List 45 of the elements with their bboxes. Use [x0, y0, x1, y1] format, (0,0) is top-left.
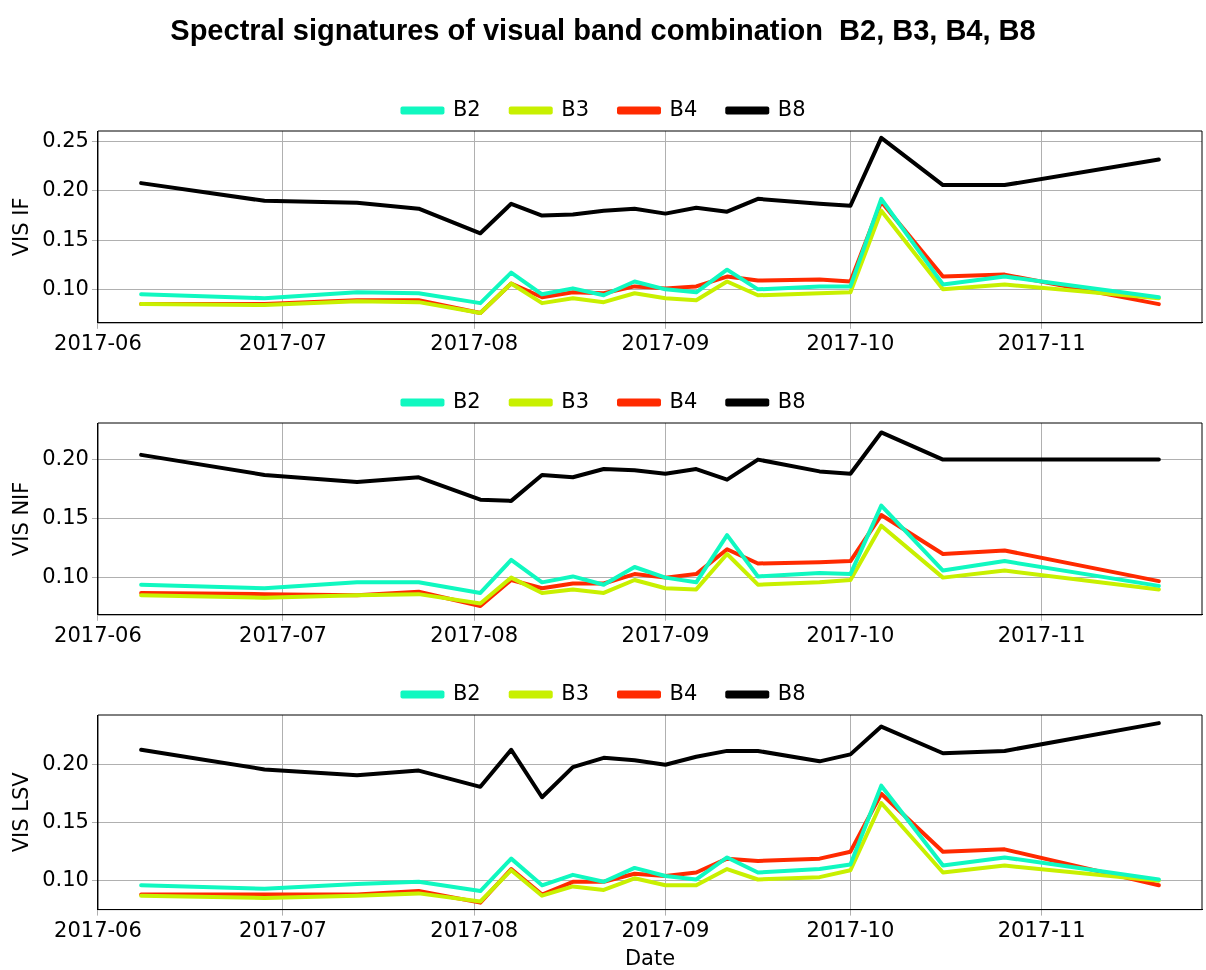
x-tick-label: 2017-10	[806, 330, 895, 355]
y-tick-label: 0.10	[42, 275, 89, 300]
y-tick-label: 0.15	[42, 505, 89, 530]
y-tick-label: 0.20	[42, 446, 89, 471]
chart-title: Spectral signatures of visual band combination B2, B3, B4, B8	[169, 14, 1037, 48]
x-tick-label: 2017-08	[430, 622, 519, 647]
x-tick-label: 2017-09	[621, 917, 710, 942]
y-tick-label: 0.25	[42, 128, 89, 153]
y-tick-label: 0.15	[42, 226, 89, 251]
legend-label: B2	[452, 680, 481, 705]
legend-label: B8	[777, 388, 806, 413]
x-tick-label: 2017-06	[54, 330, 142, 355]
y-tick-label: 0.20	[42, 751, 89, 776]
legend-label: B3	[561, 388, 590, 413]
x-axis-title: Date	[624, 945, 676, 970]
x-tick-label: 2017-11	[997, 330, 1086, 355]
x-tick-label: 2017-07	[239, 917, 327, 942]
y-tick-label: 0.10	[42, 867, 89, 892]
x-tick-label: 2017-10	[806, 622, 895, 647]
x-tick-label: 2017-08	[430, 330, 519, 355]
legend-label: B2	[452, 96, 481, 121]
y-tick-label: 0.10	[42, 564, 89, 589]
y-axis-title: VIS IF	[9, 197, 34, 257]
legend-label: B4	[669, 96, 698, 121]
legend-label: B8	[777, 680, 806, 705]
y-tick-label: 0.15	[42, 809, 89, 834]
legend-label: B8	[777, 96, 806, 121]
x-tick-label: 2017-09	[621, 622, 710, 647]
legend-label: B3	[561, 680, 590, 705]
x-tick-label: 2017-11	[997, 622, 1086, 647]
y-tick-label: 0.20	[42, 177, 89, 202]
x-tick-label: 2017-08	[430, 917, 519, 942]
x-tick-label: 2017-07	[239, 622, 327, 647]
x-tick-label: 2017-10	[806, 917, 895, 942]
x-tick-label: 2017-06	[54, 917, 142, 942]
legend-label: B3	[561, 96, 590, 121]
y-axis-title: VIS LSV	[9, 771, 34, 853]
x-tick-label: 2017-11	[997, 917, 1086, 942]
legend-label: B4	[669, 388, 698, 413]
legend-label: B4	[669, 680, 698, 705]
x-tick-label: 2017-09	[621, 330, 710, 355]
x-tick-label: 2017-06	[54, 622, 142, 647]
y-axis-title: VIS NIF	[9, 481, 34, 557]
legend-label: B2	[452, 388, 481, 413]
x-tick-label: 2017-07	[239, 330, 327, 355]
